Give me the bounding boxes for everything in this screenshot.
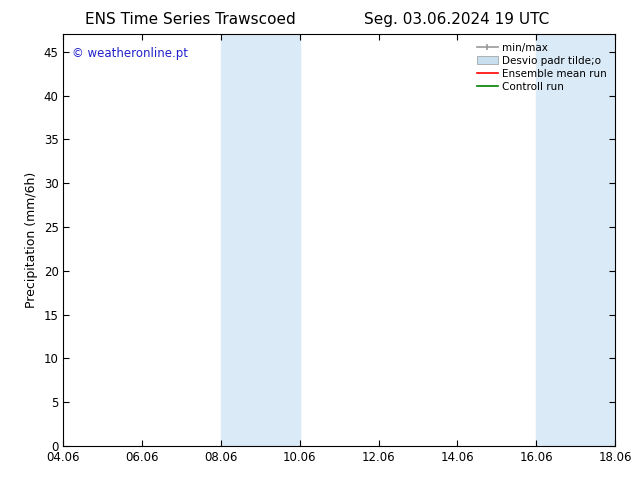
Text: Seg. 03.06.2024 19 UTC: Seg. 03.06.2024 19 UTC	[364, 12, 549, 27]
Text: © weatheronline.pt: © weatheronline.pt	[72, 47, 188, 60]
Text: ENS Time Series Trawscoed: ENS Time Series Trawscoed	[85, 12, 295, 27]
Legend: min/max, Desvio padr tilde;o, Ensemble mean run, Controll run: min/max, Desvio padr tilde;o, Ensemble m…	[474, 40, 610, 95]
Bar	[221, 34, 300, 446]
Bar	[536, 34, 615, 446]
Y-axis label: Precipitation (mm/6h): Precipitation (mm/6h)	[25, 172, 38, 308]
